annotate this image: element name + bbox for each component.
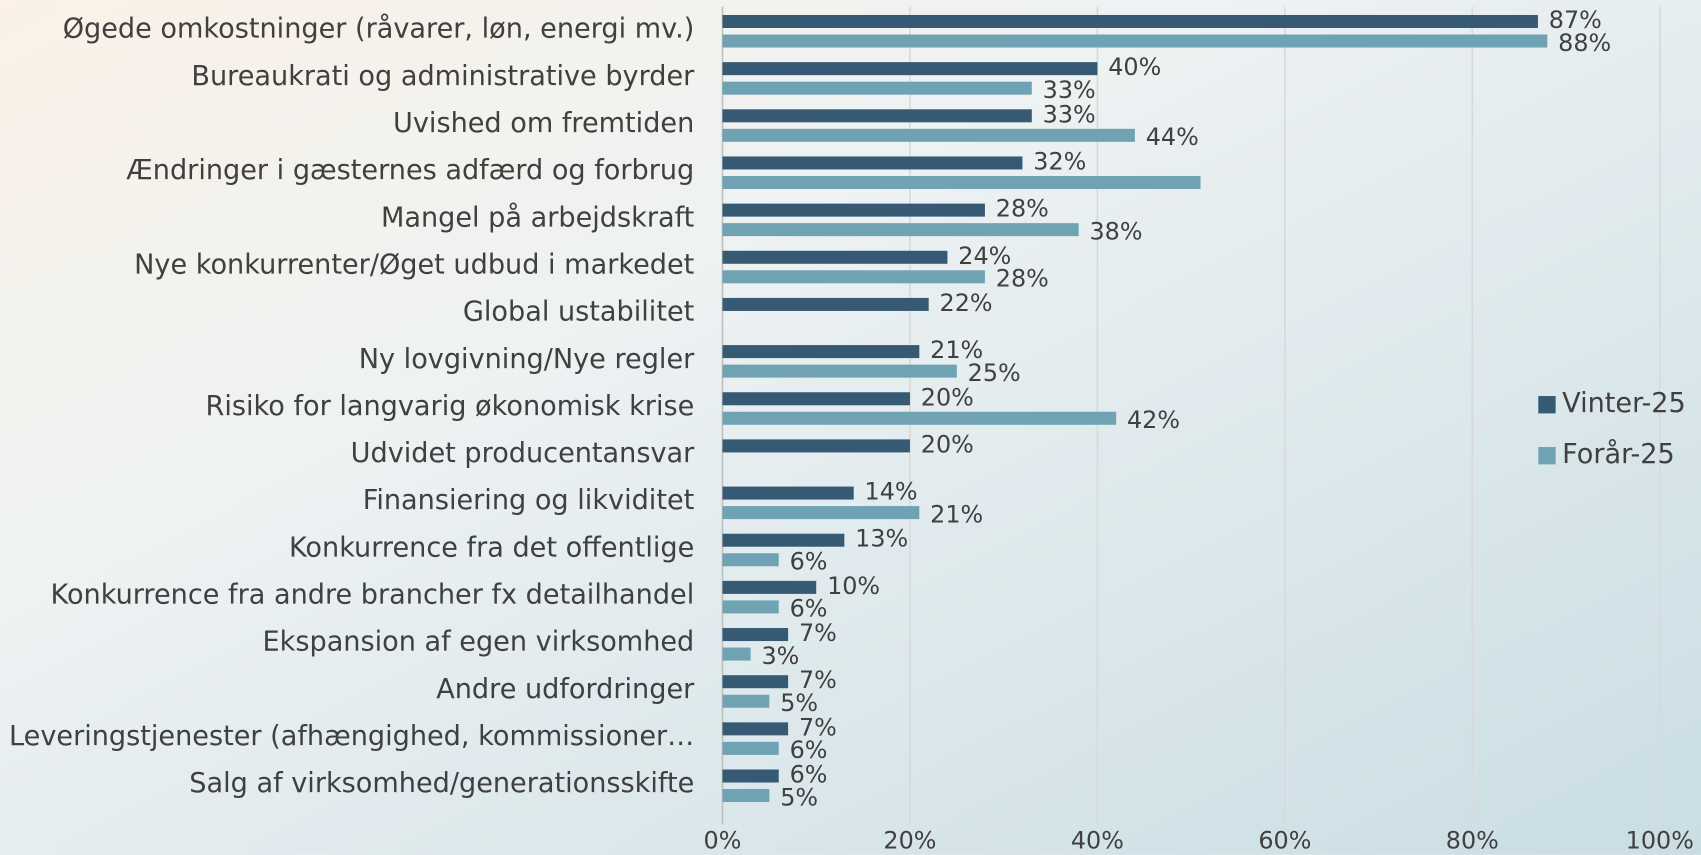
y-tick-label: Nye konkurrenter/Øget udbud i markedet <box>134 249 694 280</box>
data-label: 14% <box>865 478 918 506</box>
bar <box>722 364 957 378</box>
data-label: 21% <box>930 336 983 364</box>
data-label: 3% <box>761 642 799 670</box>
data-label: 42% <box>1127 406 1180 434</box>
x-tick-label: 100% <box>1626 826 1694 854</box>
y-tick-label: Mangel på arbejdskraft <box>381 202 694 233</box>
bar <box>722 392 910 406</box>
bar <box>722 345 920 359</box>
bar <box>722 34 1548 48</box>
data-label: 6% <box>790 595 828 623</box>
data-label: 88% <box>1558 29 1611 57</box>
y-tick-label: Leveringstjenester (afhængighed, kommiss… <box>9 721 694 752</box>
bar <box>722 580 817 594</box>
data-label: 5% <box>780 783 818 811</box>
y-tick-label: Uvished om fremtiden <box>393 108 694 139</box>
data-label: 28% <box>996 195 1049 223</box>
data-label: 32% <box>1033 147 1086 175</box>
legend-label: Forår-25 <box>1562 439 1675 470</box>
y-tick-label: Risiko for langvarig økonomisk krise <box>206 391 695 422</box>
bar <box>722 203 985 217</box>
y-tick-label: Ny lovgivning/Nye regler <box>359 344 695 375</box>
x-tick-label: 60% <box>1258 826 1311 854</box>
bar <box>722 675 789 689</box>
y-tick-label: Konkurrence fra andre brancher fx detail… <box>51 580 695 611</box>
data-label: 24% <box>958 242 1011 270</box>
data-label: 6% <box>790 761 828 789</box>
x-tick-label: 40% <box>1071 826 1124 854</box>
bar <box>722 722 789 736</box>
y-tick-label: Finansiering og likviditet <box>363 485 695 516</box>
bar <box>722 600 779 614</box>
bar <box>722 411 1117 425</box>
bar <box>722 741 779 755</box>
y-tick-label: Andre udfordringer <box>436 674 695 705</box>
bar <box>722 506 920 520</box>
bar <box>722 553 779 567</box>
data-label: 6% <box>790 736 828 764</box>
data-label: 33% <box>1043 100 1096 128</box>
bar <box>722 175 1201 189</box>
data-label: 5% <box>780 689 818 717</box>
legend-swatch <box>1538 396 1556 414</box>
y-tick-label: Salg af virksomhed/generationsskifte <box>189 768 694 799</box>
bar <box>722 789 770 803</box>
bar <box>722 694 770 708</box>
x-tick-label: 20% <box>883 826 936 854</box>
bar <box>722 223 1079 237</box>
bar <box>722 270 985 284</box>
data-label: 20% <box>921 383 974 411</box>
bar <box>722 439 910 453</box>
y-tick-label: Global ustabilitet <box>463 297 694 328</box>
data-label: 44% <box>1146 123 1199 151</box>
bar <box>722 769 779 783</box>
bar <box>722 156 1023 170</box>
y-tick-label: Konkurrence fra det offentlige <box>289 532 694 563</box>
y-tick-label: Bureaukrati og administrative byrder <box>191 61 695 92</box>
bar <box>722 62 1098 76</box>
bar <box>722 647 751 661</box>
data-label: 13% <box>855 525 908 553</box>
data-label: 20% <box>921 430 974 458</box>
bar <box>722 109 1032 123</box>
data-label: 87% <box>1549 6 1602 34</box>
bar <box>722 628 789 642</box>
data-label: 28% <box>996 265 1049 293</box>
bar <box>722 486 854 500</box>
data-label: 10% <box>827 572 880 600</box>
y-tick-label: Øgede omkostninger (råvarer, løn, energi… <box>63 14 695 45</box>
bar <box>722 14 1538 28</box>
y-tick-label: Ekspansion af egen virksomhed <box>263 627 695 658</box>
y-tick-label: Udvidet producentansvar <box>351 438 695 469</box>
bar <box>722 533 845 547</box>
data-label: 7% <box>799 619 837 647</box>
bar <box>722 297 929 311</box>
data-label: 6% <box>790 548 828 576</box>
data-label: 22% <box>940 289 993 317</box>
y-tick-label: Ændringer i gæsternes adfærd og forbrug <box>126 155 694 186</box>
data-label: 25% <box>968 359 1021 387</box>
data-label: 7% <box>799 666 837 694</box>
data-label: 7% <box>799 713 837 741</box>
bar <box>722 81 1032 95</box>
bar <box>722 128 1135 142</box>
legend-swatch <box>1538 447 1556 465</box>
data-label: 38% <box>1090 217 1143 245</box>
x-tick-label: 0% <box>704 826 742 854</box>
bar <box>722 250 948 264</box>
data-label: 40% <box>1108 53 1161 81</box>
x-tick-label: 80% <box>1446 826 1499 854</box>
data-label: 21% <box>930 500 983 528</box>
legend-label: Vinter-25 <box>1562 388 1686 419</box>
data-label: 33% <box>1043 76 1096 104</box>
